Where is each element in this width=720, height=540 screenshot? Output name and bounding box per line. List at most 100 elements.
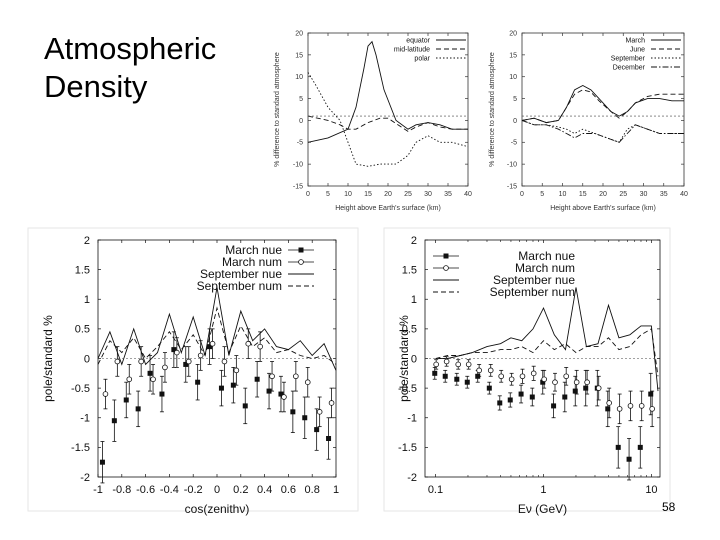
data-point (183, 361, 189, 367)
legend-label: polar (414, 55, 430, 62)
series-march-num (102, 328, 335, 428)
series-march-num (433, 356, 655, 428)
y-tick-label: 5 (299, 96, 303, 103)
series-line (435, 328, 659, 377)
series-june (521, 89, 684, 124)
legend-label: December (613, 64, 646, 71)
page-number: 58 (662, 500, 676, 514)
data-point (102, 391, 109, 397)
y-tick-label: -0.5 (398, 383, 417, 395)
data-point (595, 385, 602, 391)
legend-label: March (626, 37, 646, 44)
y-tick-label: -1.5 (71, 442, 90, 454)
data-point (573, 379, 580, 386)
y-tick-label: 1 (84, 294, 90, 306)
data-point (278, 391, 284, 397)
x-tick-label: 5 (326, 191, 330, 198)
y-tick-label: 2 (411, 235, 417, 247)
data-point (147, 370, 153, 376)
series-line (307, 115, 468, 132)
data-point (314, 427, 320, 433)
data-point (627, 403, 634, 409)
x-tick-label: -0.4 (160, 484, 179, 496)
series-line (97, 306, 337, 365)
series-december (521, 119, 684, 143)
y-tick-label: 15 (295, 52, 303, 59)
data-point (293, 373, 299, 380)
y-tick-label: 10 (509, 74, 517, 81)
data-point (507, 397, 513, 403)
data-point (518, 391, 524, 397)
x-tick-label: -0.2 (184, 484, 203, 496)
data-point (498, 373, 504, 380)
legend-marker (298, 259, 304, 265)
data-point (111, 418, 117, 424)
y-tick-label: 1.5 (402, 264, 417, 276)
x-tick-label: 1 (540, 484, 546, 496)
x-tick-label: 15 (364, 191, 372, 198)
data-point (563, 373, 569, 380)
x-axis-label: Height above Earth's surface (km) (335, 205, 441, 212)
series-line (435, 287, 659, 392)
slide-title-line-1: Atmospheric (44, 31, 217, 66)
data-point (242, 403, 248, 409)
data-point (465, 361, 472, 368)
chart-seasonal: 0 5 10 15 20 25 30 35 40 -15 -10 -5 0 5 10 15 20 Height a… (488, 24, 698, 230)
legend-label: March nue (225, 243, 282, 257)
y-tick-label: -0.5 (71, 383, 90, 395)
x-tick-label: 0.6 (281, 484, 296, 496)
chart-latitude: 0 5 10 15 20 25 30 35 40 -15 -10 -5 0 5 10 15 20 Height a… (273, 24, 475, 230)
x-tick-label: 0.8 (305, 484, 320, 496)
x-tick-label: 15 (579, 191, 587, 198)
data-point (442, 373, 448, 379)
data-point (432, 370, 438, 376)
x-tick-label: 5 (540, 191, 544, 198)
y-tick-label: -1 (80, 413, 90, 425)
series-september-nue (97, 287, 337, 371)
series-line (307, 72, 469, 167)
x-tick-label: 35 (444, 191, 452, 198)
x-axis-label: Eν (GeV) (518, 502, 567, 516)
series-equator (307, 40, 468, 143)
y-tick-label: 0.5 (75, 324, 90, 336)
x-tick-label: 0 (214, 484, 220, 496)
x-tick-label: 10 (344, 191, 352, 198)
x-tick-label: 10 (559, 191, 567, 198)
y-tick-label: 0 (513, 118, 517, 125)
data-point (257, 343, 263, 350)
data-point (605, 406, 611, 412)
data-point (464, 379, 470, 385)
y-tick-label: 1.5 (75, 264, 90, 276)
series-september-num (435, 328, 659, 377)
data-point (316, 409, 323, 415)
chart-frame (383, 227, 671, 512)
legend-label: March nue (518, 249, 575, 263)
y-tick-label: 0 (411, 353, 417, 365)
data-point (171, 347, 177, 353)
data-point (486, 385, 492, 391)
y-tick-label: -1 (407, 413, 417, 425)
series-september-nue (435, 287, 659, 392)
data-point (497, 400, 503, 406)
y-tick-label: -5 (297, 140, 303, 147)
data-point (304, 379, 311, 386)
data-point (150, 376, 156, 383)
data-point (123, 397, 129, 403)
data-point (572, 388, 578, 394)
chart-frame (27, 227, 359, 512)
data-point (218, 385, 224, 391)
x-tick-label: 20 (384, 191, 392, 198)
slide-title: Atmospheric Density (44, 30, 216, 106)
data-point (638, 403, 645, 409)
data-point (433, 361, 439, 368)
legend-label: June (630, 46, 645, 53)
slide-title-line-2: Density (44, 69, 148, 104)
x-tick-label: 20 (599, 191, 607, 198)
chart-energy: 0.1 1 10 -2 -1.5 -1 -0.5 0 0.5 1 1.5 2 Eν (GeV) pole/… (383, 227, 671, 516)
data-point (195, 379, 201, 385)
series-mid-latitude (307, 115, 468, 132)
data-point (269, 373, 275, 380)
legend-label: March num (222, 255, 282, 269)
data-point (126, 376, 133, 383)
